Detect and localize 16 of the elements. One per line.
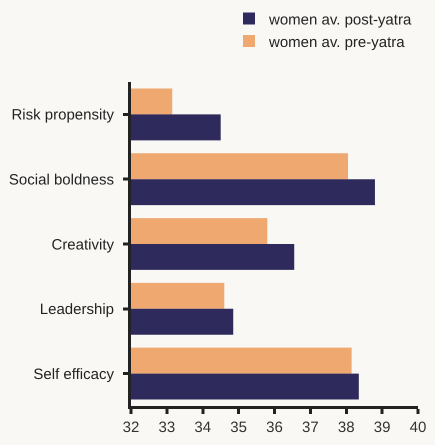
x-tick-label: 32 bbox=[122, 419, 140, 436]
x-tick-label: 36 bbox=[266, 419, 283, 436]
x-tick-label: 38 bbox=[338, 419, 355, 436]
x-tick-label: 37 bbox=[302, 419, 319, 436]
x-tick-label: 40 bbox=[410, 419, 426, 436]
x-tick-label: 35 bbox=[230, 419, 247, 436]
y-tick-label: Leadership bbox=[40, 301, 114, 318]
legend-label: women av. pre-yatra bbox=[268, 34, 406, 51]
y-tick-label: Risk propensity bbox=[11, 106, 114, 124]
x-tick-label: 39 bbox=[374, 419, 390, 436]
y-tick-label: Self efficacy bbox=[33, 366, 114, 383]
legend-label: women av. post-yatra bbox=[268, 11, 412, 28]
x-tick-label: 33 bbox=[158, 419, 176, 436]
x-tick-label: 34 bbox=[194, 419, 212, 436]
y-tick-label: Creativity bbox=[51, 236, 114, 254]
y-tick-label: Social boldness bbox=[8, 171, 114, 188]
